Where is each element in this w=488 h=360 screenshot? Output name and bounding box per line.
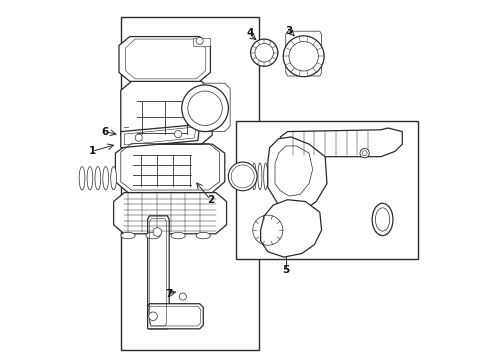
Polygon shape [285,31,321,76]
Ellipse shape [171,232,185,239]
Circle shape [148,312,157,320]
Ellipse shape [87,167,93,190]
Text: 6: 6 [102,127,109,136]
Polygon shape [260,200,321,257]
Text: 3: 3 [285,26,292,36]
Ellipse shape [79,167,85,190]
Circle shape [187,91,222,126]
Polygon shape [121,125,199,148]
Ellipse shape [269,163,273,190]
Circle shape [254,44,273,62]
Text: 1: 1 [88,146,96,156]
Circle shape [231,165,254,188]
Ellipse shape [275,163,279,190]
Ellipse shape [240,163,244,190]
Ellipse shape [252,163,256,190]
Bar [235,121,418,259]
Circle shape [196,37,203,44]
Circle shape [359,148,368,158]
Circle shape [228,162,257,191]
Circle shape [179,293,186,300]
Polygon shape [147,216,169,329]
Polygon shape [119,37,210,81]
Ellipse shape [102,167,108,190]
Circle shape [135,134,142,141]
Ellipse shape [371,203,392,235]
Ellipse shape [258,163,262,190]
Circle shape [153,228,162,236]
Ellipse shape [280,163,285,190]
Polygon shape [203,83,230,132]
Ellipse shape [121,232,135,239]
Ellipse shape [145,232,160,239]
Circle shape [250,39,277,66]
Text: 2: 2 [206,195,214,205]
Ellipse shape [110,167,116,190]
Polygon shape [147,304,203,329]
Text: 7: 7 [164,289,172,299]
Polygon shape [267,137,326,212]
Ellipse shape [196,232,210,239]
Polygon shape [192,39,210,45]
Bar [121,17,258,350]
Polygon shape [280,128,402,157]
Circle shape [174,131,182,138]
Circle shape [283,36,324,77]
Circle shape [362,150,366,156]
Text: 5: 5 [282,265,289,275]
Ellipse shape [246,163,250,190]
Ellipse shape [375,208,389,231]
Polygon shape [121,81,212,144]
Circle shape [288,41,318,71]
Text: 4: 4 [245,28,253,38]
Ellipse shape [95,167,101,190]
Polygon shape [115,144,224,193]
Polygon shape [113,193,226,234]
Ellipse shape [263,163,267,190]
Circle shape [182,85,228,132]
